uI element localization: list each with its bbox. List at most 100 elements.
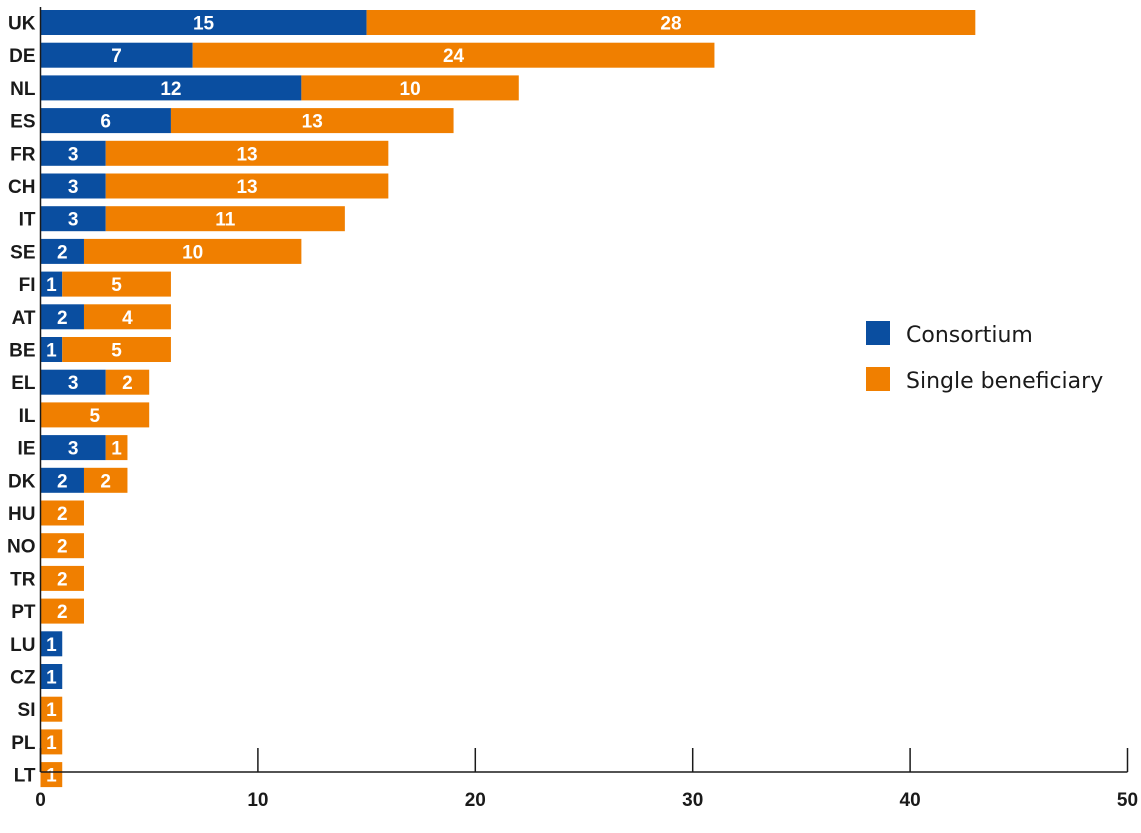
legend-swatch-consortium [866,321,890,345]
bar-single-beneficiary-tr [40,565,84,591]
bar-consortium-it [40,206,106,232]
bar-value-label: 10 [400,79,421,100]
bar-consortium-el [40,369,106,395]
bar-consortium-de [40,42,193,68]
bar-single-beneficiary-nl [301,75,519,101]
legend: Consortium Single beneficiary [866,321,1103,394]
category-label-it: IT [19,210,36,231]
category-label-fr: FR [10,144,36,165]
category-label-pl: PL [11,733,36,754]
bar-value-label: 3 [68,439,79,460]
category-label-no: NO [7,537,36,558]
category-label-cz: CZ [10,668,36,689]
bar-value-label: 13 [236,177,257,198]
bar-single-beneficiary-no [40,533,84,559]
bar-value-label: 3 [68,144,79,165]
x-tick-label: 20 [465,790,486,811]
bar-value-label: 4 [122,308,133,329]
bar-value-label: 5 [90,406,101,427]
bar-single-beneficiary-de [192,42,715,68]
bar-single-beneficiary-dk [83,467,128,493]
bar-value-label: 1 [46,668,57,689]
bar-consortium-es [40,108,171,134]
bar-single-beneficiary-at [83,304,171,330]
bar-consortium-cz [40,664,63,689]
category-label-ie: IE [18,439,36,460]
bar-single-beneficiary-ie [105,435,128,461]
bar-value-label: 13 [302,112,323,133]
x-tick-label: 40 [900,790,921,811]
bar-single-beneficiary-si [40,696,63,722]
bar-single-beneficiary-uk [366,10,976,35]
category-label-dk: DK [8,471,36,492]
bar-consortium-ch [40,173,106,199]
x-tick-label: 0 [35,790,46,811]
bar-single-beneficiary-pt [40,598,84,624]
bar-value-label: 28 [660,14,681,35]
legend-swatch-single-beneficiary [866,367,890,391]
bar-single-beneficiary-ch [105,173,389,199]
bar-single-beneficiary-il [40,402,150,428]
category-label-pt: PT [11,602,36,623]
category-label-fi: FI [19,275,36,296]
legend-label-consortium: Consortium [906,323,1033,348]
bar-value-label: 6 [100,112,111,133]
bar-single-beneficiary-it [105,206,345,232]
bar-value-label: 10 [182,242,203,263]
bar-value-label: 1 [46,341,57,362]
bar-single-beneficiary-es [170,108,454,134]
bar-value-label: 12 [160,79,181,100]
category-label-nl: NL [10,79,36,100]
category-label-lu: LU [10,635,35,656]
category-label-de: DE [9,46,35,67]
bar-single-beneficiary-se [83,238,302,264]
bar-consortium-se [40,238,84,264]
bar-consortium-nl [40,75,302,101]
category-label-tr: TR [10,569,36,590]
category-label-el: EL [11,373,36,394]
bar-single-beneficiary-be [62,337,171,362]
category-label-at: AT [12,308,36,329]
category-label-ch: CH [8,177,35,198]
bar-single-beneficiary-hu [40,500,84,526]
category-label-si: SI [18,700,36,721]
bar-consortium-ie [40,435,106,461]
bar-value-label: 2 [100,471,111,492]
bar-value-label: 3 [68,373,79,394]
category-label-hu: HU [8,504,35,525]
bar-consortium-be [40,337,63,362]
bar-value-label: 13 [236,144,257,165]
bar-value-label: 1 [46,635,57,656]
bar-value-label: 1 [46,766,57,787]
x-axis: 0 10 20 30 40 50 [35,7,1138,811]
category-label-lt: LT [14,766,36,787]
bar-value-label: 2 [57,504,68,525]
bar-single-beneficiary-lt [40,762,63,788]
bar-single-beneficiary-pl [40,729,63,755]
bar-value-label: 3 [68,177,79,198]
bar-consortium-at [40,304,84,330]
bar-value-label: 5 [111,275,122,296]
bar-consortium-uk [40,10,367,35]
category-label-uk: UK [8,14,36,35]
bar-value-label: 3 [68,210,79,231]
bar-value-label: 2 [57,537,68,558]
bar-value-label: 2 [57,569,68,590]
bar-value-label: 7 [111,46,122,67]
category-labels: UK DE NL ES FR CH IT SE FI AT BE EL IL IE DK HU NO TR PT LU… [7,14,36,787]
bar-value-label: 5 [111,341,122,362]
x-tick-label: 50 [1117,790,1138,811]
bar-value-label: 15 [193,14,215,35]
x-tick-label: 30 [682,790,703,811]
bar-value-label: 1 [46,733,57,754]
x-tick-label: 10 [247,790,268,811]
bar-single-beneficiary-el [105,369,150,395]
bar-consortium-fr [40,140,106,166]
category-label-es: ES [10,112,35,133]
bar-value-label: 1 [46,700,57,721]
bar-value-label: 2 [57,602,68,623]
bar-consortium-dk [40,467,84,493]
bar-single-beneficiary-fr [105,140,389,166]
